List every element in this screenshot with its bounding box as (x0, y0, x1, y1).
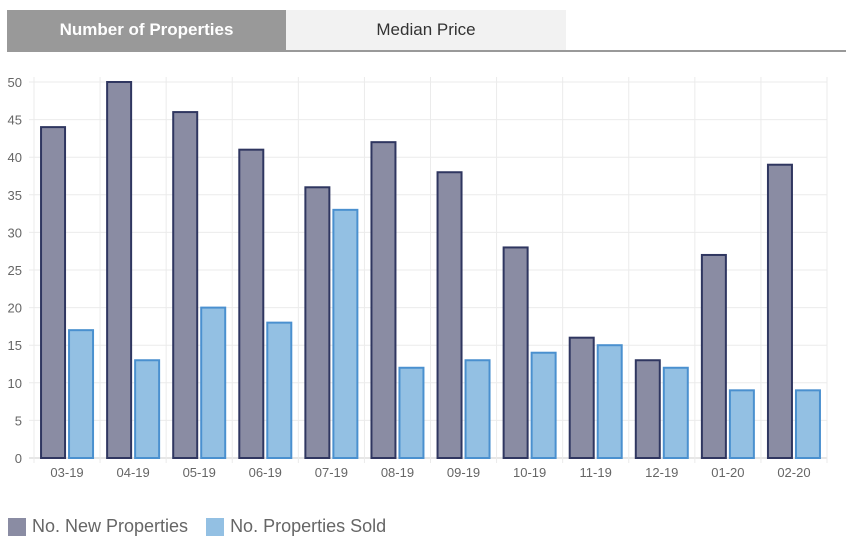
bar-sold (464, 359, 491, 459)
bar-sold (332, 208, 359, 459)
y-tick-label: 35 (8, 188, 22, 203)
y-tick-label: 25 (8, 263, 22, 278)
bar-new (502, 246, 529, 459)
y-tick-label: 30 (8, 225, 22, 240)
bar-new (304, 186, 331, 459)
bar-sold (68, 329, 95, 459)
bar-sold (200, 306, 227, 459)
bar-new (40, 126, 67, 460)
bar-sold (596, 344, 623, 460)
x-tick-label: 12-19 (645, 465, 678, 480)
legend-item-new[interactable]: No. New Properties (8, 516, 188, 537)
x-tick-label: 09-19 (447, 465, 480, 480)
bar-new (370, 141, 397, 459)
bar-new (436, 171, 463, 460)
y-tick-label: 40 (8, 150, 22, 165)
x-tick-label: 11-19 (580, 465, 612, 480)
bar-new (172, 111, 199, 460)
y-tick-label: 45 (8, 113, 22, 128)
legend-label: No. Properties Sold (230, 516, 387, 536)
bar-sold (794, 389, 821, 460)
tab-number-of-properties[interactable]: Number of Properties (7, 10, 286, 50)
bar-sold (662, 366, 689, 460)
bar-chart: 0 5 10 15 20 25 30 35 40 45 50 03-19 04-19 05-19 06-19… (8, 75, 828, 480)
legend-label: No. New Properties (32, 516, 189, 536)
bar-sold (134, 359, 161, 459)
bar-new (238, 148, 265, 459)
x-tick-label: 02-20 (777, 465, 810, 480)
y-tick-label: 5 (15, 413, 22, 428)
y-tick-label: 20 (8, 301, 22, 316)
bar-new (106, 81, 133, 459)
bar-sold (398, 366, 425, 460)
x-tick-label: 06-19 (249, 465, 282, 480)
x-tick-label: 01-20 (711, 465, 744, 480)
bar-sold (530, 351, 557, 459)
y-tick-label: 0 (15, 451, 22, 466)
x-tick-label: 08-19 (381, 465, 414, 480)
x-tick-label: 03-19 (50, 465, 83, 480)
x-tick-label: 05-19 (183, 465, 216, 480)
tab-bar: Number of Properties Median Price (7, 10, 846, 52)
bar-new (766, 163, 793, 459)
x-tick-label: 10-19 (513, 465, 546, 480)
tab-median-price[interactable]: Median Price (286, 10, 566, 50)
x-tick-label: 07-19 (315, 465, 348, 480)
legend-swatch (8, 517, 26, 536)
legend-item-sold[interactable]: No. Properties Sold (206, 516, 386, 537)
y-tick-label: 50 (8, 75, 22, 90)
bar-sold (266, 321, 293, 460)
bar-new (700, 253, 727, 459)
legend-swatch (206, 517, 225, 536)
y-tick-label: 15 (8, 338, 22, 353)
x-tick-label: 04-19 (117, 465, 150, 480)
y-tick-label: 10 (8, 376, 22, 391)
legend: No. New Properties No. Properties Sold (8, 516, 404, 537)
bar-new (634, 359, 661, 459)
bar-sold (728, 389, 755, 460)
bar-new (568, 336, 595, 459)
